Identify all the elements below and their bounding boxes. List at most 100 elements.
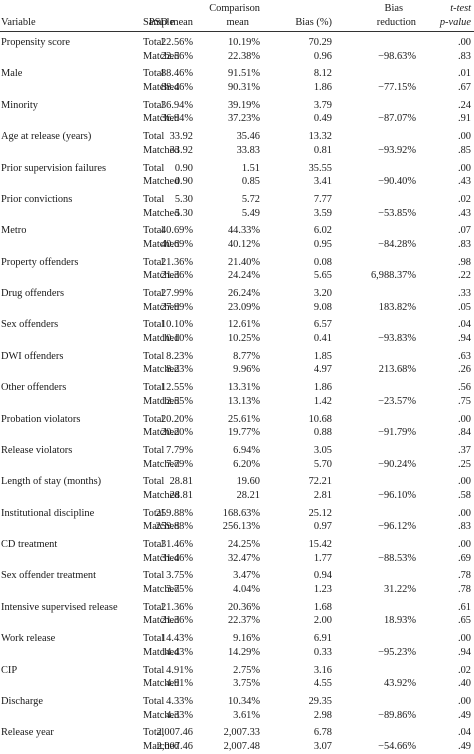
variable-name: Other offenders: [1, 382, 67, 394]
p-value-cell: .00: [458, 413, 471, 425]
table-row-matched: Matched 4.33% 3.61% 2.98 −89.86% .49: [0, 709, 474, 723]
p-value-cell: .78: [458, 570, 471, 582]
comparison-mean-cell: 39.19%: [227, 99, 260, 111]
comparison-mean-cell: 25.61%: [227, 413, 260, 425]
sample-cell: Total: [143, 37, 165, 48]
bias-reduction-cell: 6,988.37%: [370, 270, 416, 282]
p-value-cell: .33: [458, 288, 471, 299]
variable-name: CIP: [1, 664, 18, 676]
header-reduction-line1: Bias: [384, 3, 403, 14]
bias-reduction-cell: 31.22%: [383, 584, 416, 596]
psd-mean-cell: 14.43%: [160, 646, 193, 658]
sample-cell: Total: [143, 507, 165, 519]
bias-cell: 4.97: [313, 364, 332, 376]
sample-cell: Total: [143, 444, 165, 456]
table-row-total: CIP Total 4.91% 2.75% 3.16 .02: [0, 664, 474, 678]
p-value-cell: .04: [458, 319, 471, 331]
header-bias: Bias (%): [295, 17, 332, 28]
comparison-mean-cell: 6.94%: [233, 444, 260, 456]
sample-cell: Matched: [143, 364, 180, 376]
sample-cell: Total: [143, 319, 165, 331]
bias-cell: 0.96: [313, 50, 332, 62]
sample-cell: Total: [143, 193, 165, 205]
comparison-mean-cell: 40.12%: [227, 238, 260, 250]
variable-name: Discharge: [1, 695, 43, 707]
bias-reduction-cell: −53.85%: [378, 207, 416, 219]
variable-name: Length of stay (months): [1, 476, 102, 488]
table-row-total: Minority Total 36.94% 39.19% 3.79 .24: [0, 99, 474, 113]
comparison-mean-cell: 22.37%: [227, 615, 260, 627]
table-row-matched: Matched 40.69% 40.12% 0.95 −84.28% .83: [0, 238, 474, 252]
psd-mean-cell: 10.10%: [160, 319, 193, 331]
sample-cell: Total: [143, 476, 165, 488]
table-row-matched: Matched 27.99% 23.09% 9.08 183.82% .05: [0, 301, 474, 315]
sample-cell: Total: [143, 99, 165, 111]
sample-cell: Total: [143, 350, 165, 362]
p-value-cell: .00: [458, 507, 471, 519]
variable-name: Release violators: [1, 444, 73, 456]
header-comparison-line1: Comparison: [209, 3, 260, 14]
comparison-mean-cell: 14.29%: [227, 646, 260, 658]
p-value-cell: .02: [458, 193, 471, 205]
psd-mean-cell: 21.36%: [160, 270, 193, 282]
bias-reduction-cell: −95.23%: [378, 646, 416, 658]
psd-mean-cell: 40.69%: [160, 238, 193, 250]
bias-cell: 3.41: [313, 176, 332, 188]
variable-name: Minority: [1, 99, 38, 111]
p-value-cell: .00: [458, 162, 471, 174]
table-row-total: Institutional discipline Total 259.88% 168.…: [0, 507, 474, 521]
table-row-matched: Matched 3.75% 4.04% 1.23 31.22% .78: [0, 583, 474, 597]
sample-cell: Total: [143, 664, 165, 676]
bias-cell: 0.94: [313, 570, 332, 582]
sample-cell: Matched: [143, 646, 180, 658]
table-row-total: Sex offender treatment Total 3.75% 3.47% 0.9…: [0, 569, 474, 583]
bias-reduction-cell: 183.82%: [378, 301, 416, 313]
psd-mean-cell: 20.20%: [160, 427, 193, 439]
sample-cell: Matched: [143, 584, 180, 596]
sample-cell: Total: [143, 633, 165, 645]
comparison-mean-cell: 3.47%: [233, 570, 260, 582]
p-value-cell: .83: [458, 521, 471, 533]
bias-cell: 35.55: [308, 162, 332, 174]
bias-cell: 15.42: [308, 539, 332, 550]
comparison-mean-cell: 35.46: [236, 131, 260, 143]
p-value-cell: .04: [458, 727, 471, 739]
variable-name: Institutional discipline: [1, 507, 95, 519]
psd-mean-cell: 88.46%: [160, 82, 193, 94]
sample-cell: Matched: [143, 427, 180, 439]
p-value-cell: .94: [458, 646, 471, 658]
comparison-mean-cell: 19.77%: [227, 427, 260, 439]
p-value-cell: .00: [458, 37, 471, 48]
psd-mean-cell: 12.55%: [160, 395, 193, 407]
bias-reduction-cell: −96.12%: [378, 521, 416, 533]
p-value-cell: .00: [458, 695, 471, 707]
bias-reduction-cell: −89.86%: [378, 709, 416, 721]
comparison-mean-cell: 256.13%: [222, 521, 260, 533]
psd-mean-cell: 40.69%: [160, 225, 193, 237]
comparison-mean-cell: 21.40%: [227, 256, 260, 268]
bias-cell: 1.23: [313, 584, 332, 596]
sample-cell: Matched: [143, 301, 180, 313]
comparison-mean-cell: 90.31%: [227, 82, 260, 94]
header-ttest-line1: t-test: [450, 3, 471, 14]
p-value-cell: .01: [458, 68, 471, 80]
p-value-cell: .37: [458, 444, 471, 456]
sample-cell: Total: [143, 382, 165, 394]
p-value-cell: .78: [458, 584, 471, 596]
psd-mean-cell: 259.88%: [155, 507, 193, 519]
variable-name: DWI offenders: [1, 350, 64, 362]
bias-cell: 1.85: [313, 350, 332, 362]
table-row-matched: Matched 28.81 28.21 2.81 −96.10% .58: [0, 489, 474, 503]
bias-cell: 3.16: [313, 664, 332, 676]
bias-cell: 29.35: [308, 695, 332, 707]
table-row-total: Intensive supervised release Total 21.36% 2…: [0, 601, 474, 615]
bias-cell: 70.29: [308, 37, 332, 48]
psd-mean-cell: 8.23%: [166, 364, 193, 376]
variable-name: Prior supervision failures: [1, 162, 107, 174]
bias-reduction-cell: −98.63%: [378, 50, 416, 62]
bias-cell: 3.20: [313, 288, 332, 299]
bias-cell: 72.21: [308, 476, 332, 488]
p-value-cell: .22: [458, 270, 471, 282]
table-row-total: Propensity score Total 22.56% 10.19% 70.29 .0…: [0, 36, 474, 50]
comparison-mean-cell: 24.24%: [227, 270, 260, 282]
